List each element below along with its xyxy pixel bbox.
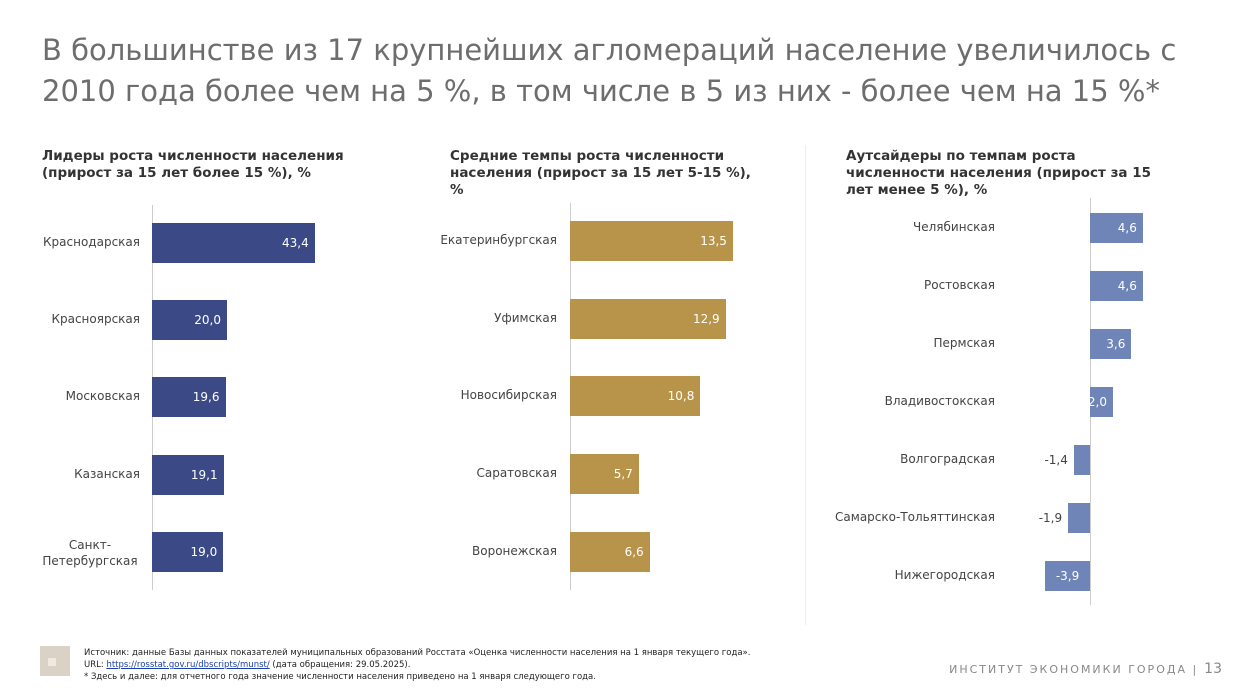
- category-label: Санкт-Петербургская: [42, 537, 138, 568]
- chart-title-outsiders: Аутсайдеры по темпам роста численности н…: [846, 148, 1152, 198]
- slide-title: В большинстве из 17 крупнейших агломерац…: [42, 33, 1177, 108]
- data-label: 13,5: [700, 234, 727, 248]
- category-label: Ростовская: [924, 278, 995, 292]
- data-label: 12,9: [692, 311, 720, 326]
- category-label: Новосибирская: [460, 388, 557, 403]
- bar: [1068, 503, 1090, 533]
- footer: ИНСТИТУТ ЭКОНОМИКИ ГОРОДА | 13: [949, 661, 1222, 677]
- category-label: Воронежская: [472, 543, 557, 558]
- bar: [570, 298, 726, 339]
- category-label: Челябинская: [913, 220, 995, 234]
- category-label: Волгоградская: [900, 452, 995, 466]
- bar: [570, 221, 733, 261]
- category-label: Пермская: [933, 336, 996, 350]
- category-label: Саратовская: [476, 466, 557, 481]
- category-label: Нижегородская: [894, 568, 995, 582]
- logo-icon: [40, 646, 70, 676]
- bar: [1090, 271, 1143, 301]
- bar: [570, 376, 701, 417]
- data-label: 19,6: [192, 390, 220, 405]
- data-label: -1,9: [1038, 511, 1063, 525]
- category-label: Екатеринбургская: [440, 233, 557, 247]
- bar: [1090, 387, 1113, 417]
- data-label: 20,0: [194, 313, 221, 328]
- page-number: 13: [1204, 661, 1222, 677]
- category-label: Владивостокская: [884, 394, 995, 408]
- url-prefix: URL:: [84, 660, 107, 670]
- source-line: Источник: данные Базы данных показателей…: [84, 648, 751, 658]
- category-label: Казанская: [74, 466, 140, 481]
- chart-title-leaders: Лидеры роста численности населения (прир…: [42, 148, 344, 181]
- data-label: 19,1: [190, 467, 218, 482]
- category-label: Уфимская: [494, 310, 557, 325]
- data-label: -3,9: [1055, 569, 1080, 583]
- source-link[interactable]: https://rosstat.gov.ru/dbscripts/munst/: [106, 660, 270, 670]
- data-label: 3,6: [1106, 337, 1126, 351]
- footnote: * Здесь и далее: для отчетного года знач…: [84, 672, 596, 682]
- bar: [1045, 561, 1090, 591]
- category-label: Краснодарская: [43, 235, 140, 249]
- divider: [805, 145, 806, 625]
- bar: [1090, 213, 1143, 243]
- url-suffix: (дата обращения: 29.05.2025).: [269, 660, 411, 670]
- category-label: Московская: [65, 389, 140, 404]
- bar: [152, 223, 315, 263]
- data-label: -1,4: [1044, 453, 1068, 467]
- data-label: 6,6: [624, 544, 644, 559]
- bar: [1073, 445, 1090, 475]
- source-note: Источник: данные Базы данных показателей…: [84, 647, 750, 683]
- category-label: Самарско-Тольяттинская: [835, 510, 995, 524]
- data-label: 10,8: [667, 389, 695, 404]
- category-label: Красноярская: [51, 312, 140, 327]
- bar: [570, 531, 650, 572]
- bar: [152, 377, 226, 418]
- bar: [152, 531, 224, 572]
- bar: [570, 454, 639, 495]
- bar: [1090, 329, 1132, 359]
- data-label: 4,6: [1117, 279, 1137, 293]
- bar: [152, 454, 224, 495]
- data-label: 2,0: [1087, 395, 1107, 409]
- data-label: 19,0: [190, 544, 218, 559]
- org-name: ИНСТИТУТ ЭКОНОМИКИ ГОРОДА |: [949, 663, 1199, 676]
- data-label: 5,7: [613, 467, 633, 482]
- data-label: 4,6: [1117, 221, 1137, 235]
- data-label: 43,4: [282, 236, 309, 250]
- chart-title-medium: Средние темпы роста численности населени…: [450, 148, 751, 198]
- bar: [152, 300, 227, 341]
